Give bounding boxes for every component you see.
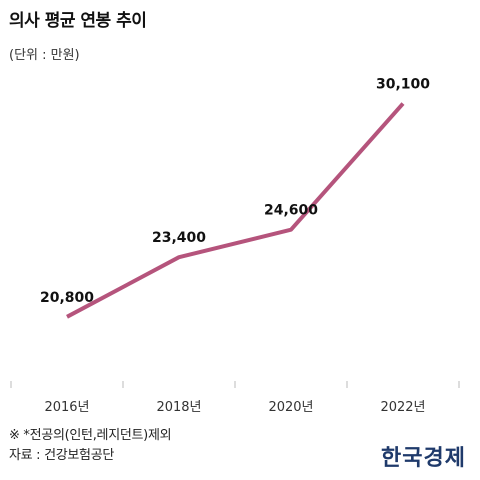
data-labels: 20,800 23,400 24,600 30,100 <box>40 77 430 306</box>
data-label: 24,600 <box>264 203 318 219</box>
publisher-logo: 한국경제 <box>381 445 466 471</box>
source-note: 자료 : 건강보험공단 <box>9 448 115 463</box>
chart-title: 의사 평균 연봉 추이 <box>9 11 147 31</box>
x-tick-label: 2016년 <box>44 400 89 415</box>
data-label: 23,400 <box>152 230 206 246</box>
footnote: ※ *전공의(인턴,레지던트)제외 <box>9 428 172 443</box>
x-axis-tick-labels: 2016년 2018년 2020년 2022년 <box>44 400 425 415</box>
unit-label: (단위 : 만원) <box>9 48 80 63</box>
series-lines <box>66 102 405 319</box>
x-axis-ticks <box>10 381 460 388</box>
data-label: 30,100 <box>376 77 430 93</box>
x-tick-label: 2020년 <box>268 400 313 415</box>
data-label: 20,800 <box>40 290 94 306</box>
x-tick-label: 2022년 <box>380 400 425 415</box>
x-tick-label: 2018년 <box>156 400 201 415</box>
series-line <box>66 102 405 319</box>
